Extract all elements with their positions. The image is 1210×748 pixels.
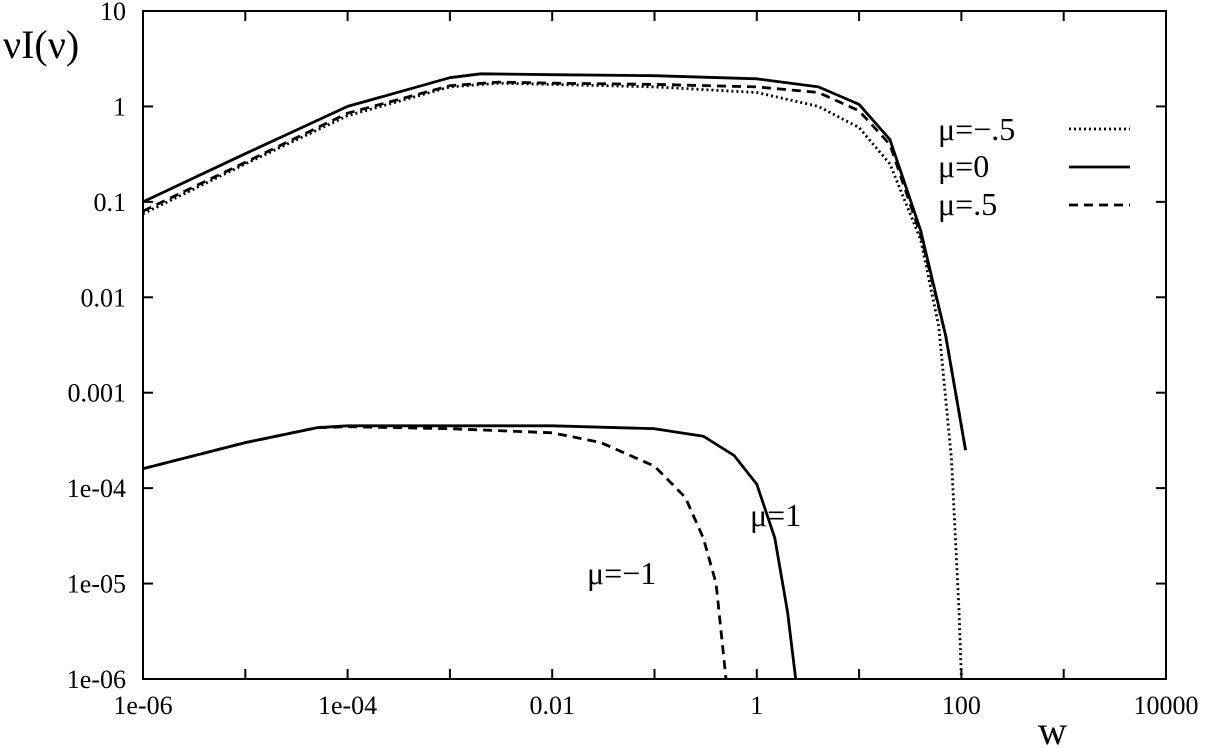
annotation-mu-one: μ=1 bbox=[750, 497, 801, 533]
x-tick-label: 100 bbox=[942, 691, 981, 720]
ticks bbox=[142, 10, 1167, 680]
y-tick-label: 10 bbox=[100, 0, 126, 26]
legend-label-mu-half: μ=.5 bbox=[938, 186, 997, 222]
y-tick-label: 0.001 bbox=[68, 379, 127, 408]
x-tick-label: 10000 bbox=[1134, 691, 1199, 720]
series-line bbox=[142, 425, 728, 680]
y-tick-label: 0.01 bbox=[81, 283, 127, 312]
y-tick-label: 1 bbox=[113, 92, 126, 121]
x-axis-title: w bbox=[1038, 708, 1067, 748]
series-line bbox=[142, 72, 967, 451]
legend: μ=−.5 μ=0 μ=.5 bbox=[938, 111, 1130, 222]
curves bbox=[142, 72, 967, 680]
x-tick-label: 1e-06 bbox=[113, 691, 172, 720]
x-tick-label: 1 bbox=[750, 691, 763, 720]
y-tick-label: 0.1 bbox=[94, 188, 127, 217]
annotation-mu-minus-one: μ=−1 bbox=[587, 555, 656, 591]
x-tick-label: 0.01 bbox=[529, 691, 575, 720]
y-tick-label: 1e-06 bbox=[67, 665, 126, 694]
tick-labels: 1e-06 1e-04 0.01 1 100 10000 1e-06 1e-05 1e-04 0.… bbox=[67, 0, 1199, 720]
series-line bbox=[142, 424, 798, 680]
x-tick-label: 1e-04 bbox=[318, 691, 377, 720]
legend-label-mu-zero: μ=0 bbox=[938, 148, 989, 184]
legend-label-mu-minus-half: μ=−.5 bbox=[938, 111, 1015, 147]
series-line bbox=[142, 80, 967, 451]
y-tick-label: 1e-05 bbox=[67, 570, 126, 599]
y-tick-label: 1e-04 bbox=[67, 474, 126, 503]
series-line bbox=[142, 81, 963, 680]
y-axis-title: νI(ν) bbox=[3, 22, 79, 67]
